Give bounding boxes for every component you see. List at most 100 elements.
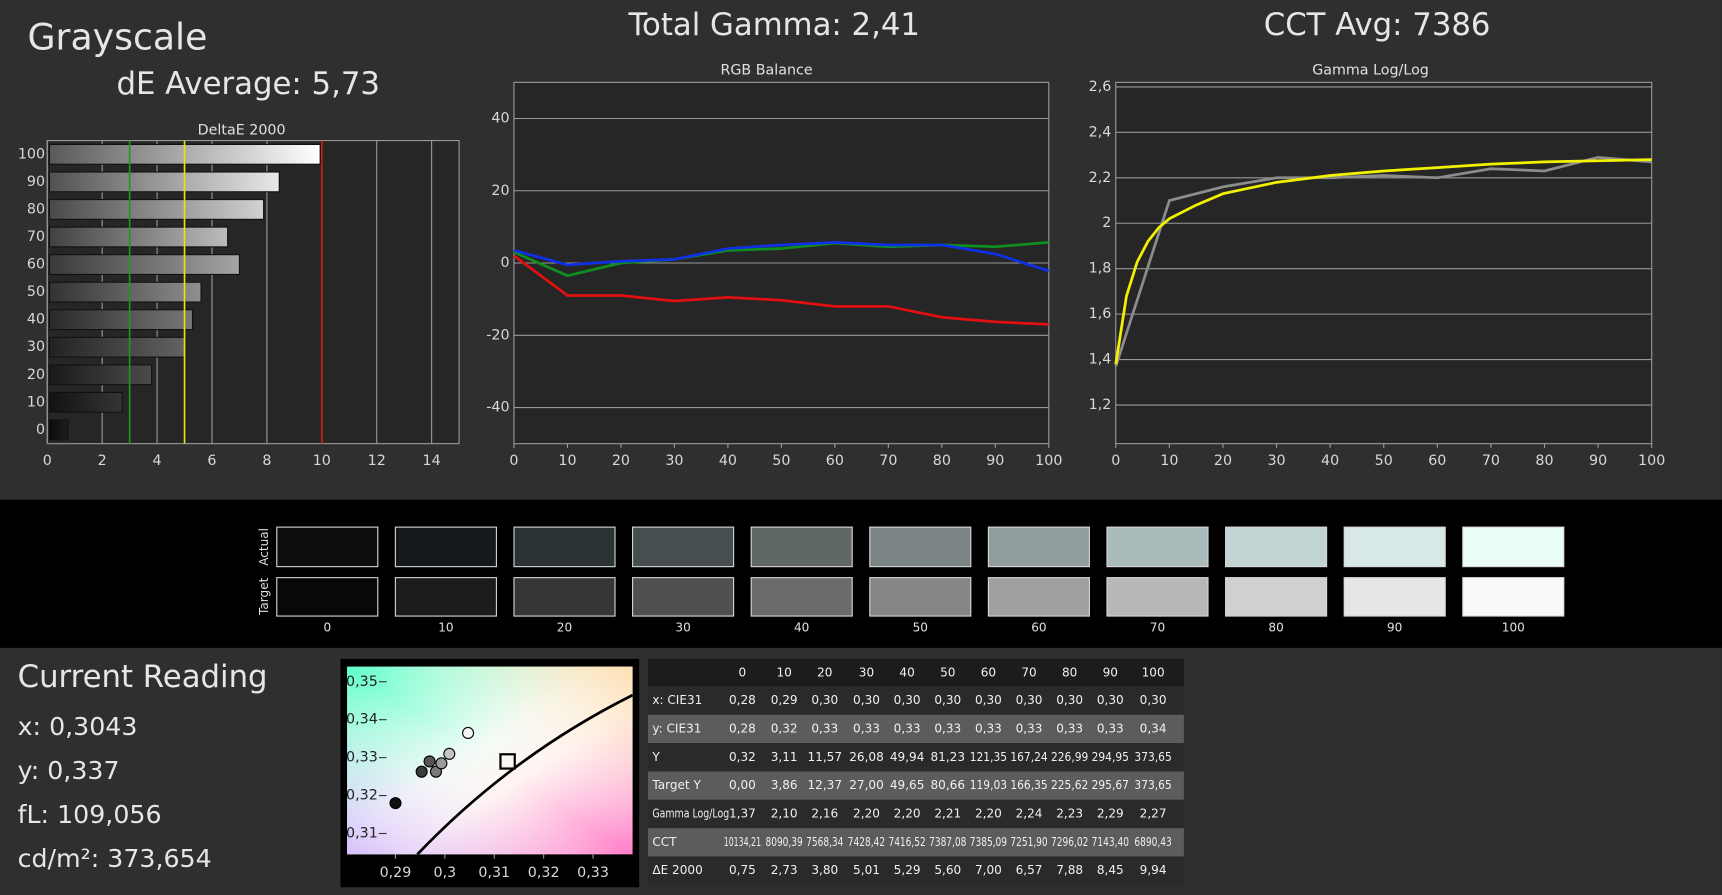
x-tick-label: 0 <box>509 453 518 469</box>
y-tick-label: 80 <box>27 201 45 217</box>
column-header: 100 <box>1142 666 1165 680</box>
row-label: ΔE 2000 <box>652 863 702 877</box>
x-tick-label: 60 <box>1428 453 1446 469</box>
table-cell: 0,28 <box>729 693 756 707</box>
bar <box>48 171 280 193</box>
table-cell: 5,01 <box>853 863 880 877</box>
table-cell: 0,33 <box>1016 721 1043 735</box>
y-tick-label: 0 <box>501 255 510 271</box>
swatch-label: 30 <box>675 621 690 635</box>
page-title: Grayscale <box>27 16 207 59</box>
table-cell: 2,16 <box>811 806 838 820</box>
table-cell: 7385,09 <box>970 835 1007 849</box>
y-tick-label: 10 <box>27 394 45 410</box>
table-cell: 49,65 <box>890 778 925 792</box>
reading-line: y: 0,337 <box>18 756 120 785</box>
column-header: 20 <box>817 666 832 680</box>
y-tick-label: 0 <box>36 422 45 438</box>
table-cell: 2,27 <box>1140 806 1167 820</box>
table-cell: 0,33 <box>853 721 880 735</box>
row-label: CCT <box>652 835 677 849</box>
table-cell: 9,94 <box>1140 863 1167 877</box>
table-row <box>647 771 1184 800</box>
x-tick-label: 20 <box>612 453 630 469</box>
table-cell: 0,33 <box>975 721 1002 735</box>
data-table: 0 10 20 30 40 50 60 70 80 90 100 x: CIE31 0,28 0,29 0,… <box>647 658 1184 885</box>
y-tick-label: 0,34 <box>346 712 378 728</box>
y-tick-label: 2 <box>1102 215 1111 231</box>
point <box>462 726 475 740</box>
total-gamma: Total Gamma: 2,41 <box>628 7 920 43</box>
target-swatch <box>394 577 497 617</box>
table-cell: 0,34 <box>1140 721 1167 735</box>
point <box>389 797 402 810</box>
chart-title: DeltaE 2000 <box>198 123 286 139</box>
table-cell: 1,37 <box>729 806 756 820</box>
x-tick-label: 12 <box>368 453 386 469</box>
row-label: y: CIE31 <box>652 721 701 735</box>
column-header: 80 <box>1062 666 1077 680</box>
x-tick-label: 14 <box>423 453 441 469</box>
table-cell: 0,30 <box>894 693 921 707</box>
table-cell: 7416,52 <box>888 835 925 849</box>
y-tick-label: 0,32 <box>346 788 378 804</box>
table-cell: 7387,08 <box>929 835 966 849</box>
column-header: 30 <box>859 666 874 680</box>
table-cell: 0,33 <box>894 721 921 735</box>
series-line <box>513 254 1049 326</box>
x-tick-label: 70 <box>1482 453 1500 469</box>
table-cell: 373,65 <box>1134 778 1171 792</box>
x-tick-label: 50 <box>1375 453 1393 469</box>
table-cell: 2,20 <box>975 806 1002 820</box>
y-tick-label: -20 <box>486 327 509 343</box>
bar <box>48 309 194 331</box>
table-cell: 0,30 <box>1097 693 1124 707</box>
actual-swatch <box>1225 526 1328 568</box>
y-tick-label: 30 <box>27 339 45 355</box>
swatch-label: 80 <box>1268 621 1283 635</box>
column-header: 50 <box>940 666 955 680</box>
x-tick-label: 90 <box>1589 453 1607 469</box>
x-tick-label: 10 <box>558 453 576 469</box>
target-swatch <box>632 577 735 617</box>
table-cell: 3,86 <box>771 778 798 792</box>
x-tick-label: 10 <box>313 453 331 469</box>
table-cell: 0,28 <box>729 721 756 735</box>
target-swatch <box>987 577 1090 617</box>
y-tick-label: 1,2 <box>1089 397 1112 413</box>
x-tick-label: 0 <box>1111 453 1120 469</box>
x-tick-label: 0 <box>43 453 52 469</box>
y-tick-label: 40 <box>491 110 509 126</box>
x-tick-label: 40 <box>1321 453 1339 469</box>
table-cell: 2,21 <box>934 806 961 820</box>
reading-line: x: 0,3043 <box>18 712 138 741</box>
x-tick-label: 60 <box>826 453 844 469</box>
x-tick-label: 4 <box>153 453 162 469</box>
x-tick-label: 90 <box>986 453 1004 469</box>
table-cell: 2,24 <box>1016 806 1043 820</box>
table-cell: 0,00 <box>729 778 756 792</box>
y-tick-label: 70 <box>27 229 45 245</box>
table-row <box>647 799 1184 829</box>
table-cell: 2,20 <box>853 806 880 820</box>
target-swatch <box>750 577 853 617</box>
x-tick-label: 30 <box>665 453 683 469</box>
chart-title: Gamma Log/Log <box>1312 62 1429 78</box>
table-row <box>647 686 1184 715</box>
y-tick-label: 0,35 <box>346 674 378 690</box>
y-tick-label: 2,4 <box>1089 124 1112 140</box>
table-cell: 0,30 <box>975 693 1002 707</box>
y-tick-label: 1,4 <box>1089 352 1112 368</box>
header-row <box>647 658 1184 687</box>
y-tick-label: -40 <box>486 400 509 416</box>
cct-average: CCT Avg: 7386 <box>1264 7 1491 43</box>
table-cell: 12,37 <box>807 778 842 792</box>
table-cell: 0,30 <box>811 693 838 707</box>
table-cell: 11,57 <box>807 750 842 764</box>
row-label: Target <box>257 577 271 616</box>
swatch-label: 20 <box>557 621 572 635</box>
table-cell: 0,29 <box>771 693 798 707</box>
point <box>443 747 456 760</box>
